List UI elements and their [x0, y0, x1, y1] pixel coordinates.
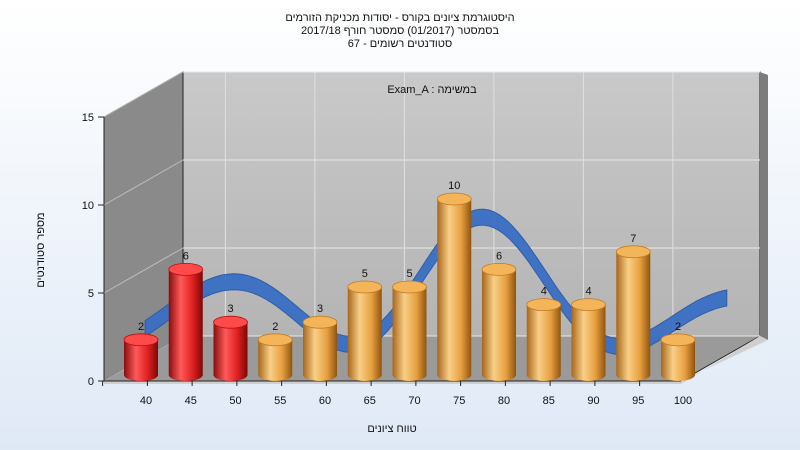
x-tick-label: 75 [453, 395, 465, 407]
bar-top [123, 333, 159, 347]
bar-value-label: 5 [362, 268, 368, 280]
bar [615, 245, 651, 381]
chart-title-line-1: היסטוגרמת ציונים בקורס - יסודות מכניקת ה… [285, 12, 515, 24]
bar-value-label: 3 [227, 303, 233, 315]
y-tick-label: 5 [88, 288, 94, 300]
bar-top [347, 280, 383, 294]
bar-value-label: 3 [317, 303, 323, 315]
bar-top [436, 192, 472, 206]
bar [392, 280, 427, 381]
bar-body [347, 287, 382, 381]
x-tick-label: 40 [140, 395, 152, 407]
bar-top [660, 333, 696, 347]
bar-value-label: 2 [138, 321, 144, 333]
chart-right-edge [760, 72, 768, 340]
bar [660, 333, 696, 381]
chart-title-line-2: בסמסטר (01/2017) סמסטר חורף 2017/18 [300, 25, 500, 37]
bar-body [482, 269, 516, 381]
bar-value-label: 4 [585, 286, 591, 298]
bar-value-label: 5 [406, 268, 412, 280]
bars [123, 192, 696, 381]
x-tick-label: 45 [185, 395, 197, 407]
bar-top [615, 245, 651, 259]
bar-top [571, 298, 606, 312]
grid-line-wall [103, 159, 184, 206]
y-axis-label: מספר סטודנטים [35, 212, 47, 287]
bar [213, 315, 248, 381]
bar-top [213, 315, 248, 329]
grid-line-wall [103, 247, 184, 294]
bar-body [303, 322, 337, 381]
bar-top [526, 298, 562, 312]
exam-annotation: Exam_A : במשימה [387, 84, 477, 96]
bar [168, 262, 204, 381]
x-tick-label: 65 [364, 395, 376, 407]
bar-body [571, 304, 606, 381]
bar-top [481, 262, 517, 276]
bar-top [168, 262, 204, 276]
bar [347, 280, 383, 381]
bar [436, 192, 472, 381]
bar [302, 315, 338, 381]
bar-value-label: 2 [272, 321, 278, 333]
x-tick-label: 85 [543, 395, 555, 407]
bar-body [526, 304, 561, 381]
y-tick-label: 10 [82, 200, 94, 212]
bar [257, 333, 293, 381]
x-tick-label: 80 [498, 395, 510, 407]
bar-value-label: 4 [541, 286, 547, 298]
y-tick-label: 0 [88, 376, 94, 388]
grid-line-wall [103, 71, 184, 118]
bar-body [258, 339, 293, 381]
y-axis: 0 5 10 15 [82, 112, 105, 388]
bar-body [616, 251, 651, 381]
bar-body [437, 199, 472, 381]
bar [571, 298, 606, 381]
bar-value-label: 10 [448, 180, 460, 192]
bar-top [302, 315, 338, 329]
bar-body [124, 339, 158, 381]
bar-top [392, 280, 427, 294]
bar [123, 333, 159, 381]
bar-top [257, 333, 293, 347]
bar [481, 262, 517, 381]
x-tick-label: 60 [319, 395, 331, 407]
x-tick-label: 90 [587, 395, 599, 407]
bar-body [392, 287, 427, 381]
bar-value-labels: 2 6 3 2 3 5 5 10 6 4 4 7 2 [138, 180, 681, 333]
bar-body [168, 269, 203, 381]
x-tick-label: 70 [408, 395, 420, 407]
bar-value-label: 6 [183, 250, 189, 262]
x-tick-label: 100 [674, 395, 692, 407]
bar-value-label: 6 [496, 250, 502, 262]
x-axis-label: טווח ציונים [367, 423, 416, 435]
bar [526, 298, 562, 381]
bar-body [213, 322, 248, 381]
bar-body [661, 339, 695, 381]
y-tick-label: 15 [82, 112, 94, 124]
x-tick-label: 55 [274, 395, 286, 407]
x-axis: 40 45 50 55 60 65 70 75 80 85 90 95 100 [102, 380, 692, 407]
x-tick-label: 50 [229, 395, 241, 407]
x-tick-label: 95 [632, 395, 644, 407]
bar-value-label: 2 [675, 321, 681, 333]
chart-title-line-3: סטודנטים רשומים - 67 [347, 38, 453, 50]
bar-value-label: 7 [630, 233, 636, 245]
